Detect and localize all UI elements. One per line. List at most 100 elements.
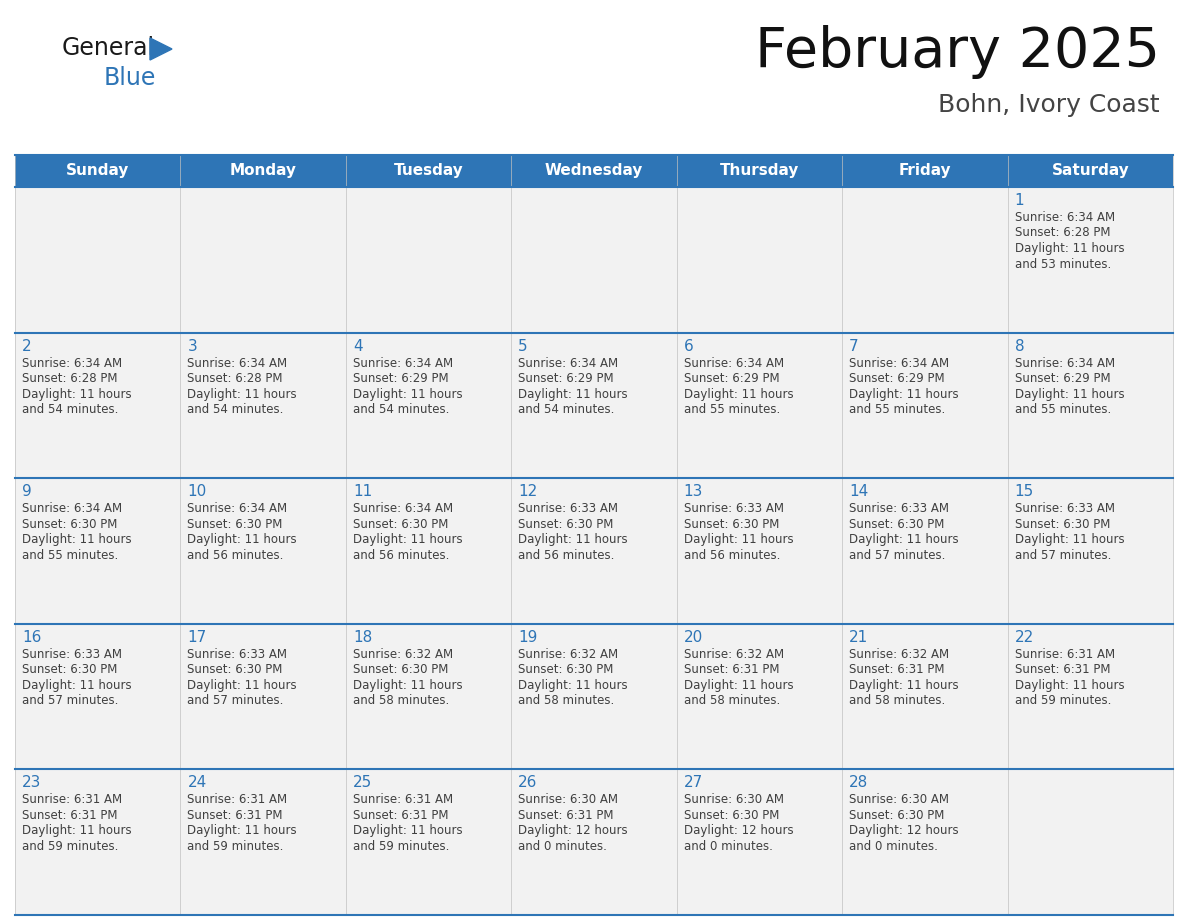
Text: Sunset: 6:30 PM: Sunset: 6:30 PM [849, 518, 944, 531]
Text: Sunset: 6:30 PM: Sunset: 6:30 PM [23, 664, 118, 677]
Text: Sunset: 6:29 PM: Sunset: 6:29 PM [849, 372, 944, 385]
Bar [511, 332, 677, 478]
Text: and 55 minutes.: and 55 minutes. [23, 549, 119, 562]
Text: 8: 8 [1015, 339, 1024, 353]
Text: 10: 10 [188, 484, 207, 499]
Text: 28: 28 [849, 776, 868, 790]
Bar [842, 624, 1007, 769]
Text: 11: 11 [353, 484, 372, 499]
Text: 12: 12 [518, 484, 537, 499]
Text: Daylight: 11 hours: Daylight: 11 hours [518, 533, 628, 546]
Bar [1007, 624, 1173, 769]
Text: 5: 5 [518, 339, 527, 353]
Text: and 59 minutes.: and 59 minutes. [353, 840, 449, 853]
Text: Sunset: 6:28 PM: Sunset: 6:28 PM [1015, 227, 1110, 240]
Text: 21: 21 [849, 630, 868, 644]
Text: Saturday: Saturday [1051, 163, 1129, 178]
Text: Sunset: 6:29 PM: Sunset: 6:29 PM [1015, 372, 1111, 385]
Text: Daylight: 11 hours: Daylight: 11 hours [188, 533, 297, 546]
Text: Sunrise: 6:31 AM: Sunrise: 6:31 AM [188, 793, 287, 806]
Text: and 58 minutes.: and 58 minutes. [518, 694, 614, 707]
Text: 2: 2 [23, 339, 32, 353]
Bar [346, 478, 511, 624]
Text: and 57 minutes.: and 57 minutes. [1015, 549, 1111, 562]
Text: Daylight: 11 hours: Daylight: 11 hours [353, 533, 462, 546]
Text: and 0 minutes.: and 0 minutes. [518, 840, 607, 853]
Bar [15, 478, 181, 624]
Text: Daylight: 11 hours: Daylight: 11 hours [518, 387, 628, 400]
Text: Daylight: 11 hours: Daylight: 11 hours [353, 824, 462, 837]
Text: Sunset: 6:30 PM: Sunset: 6:30 PM [684, 518, 779, 531]
Text: Tuesday: Tuesday [393, 163, 463, 178]
Bar [181, 187, 346, 332]
Text: General: General [62, 36, 156, 60]
Text: and 57 minutes.: and 57 minutes. [188, 694, 284, 707]
Text: Daylight: 11 hours: Daylight: 11 hours [849, 678, 959, 692]
Text: 14: 14 [849, 484, 868, 499]
Text: Sunset: 6:31 PM: Sunset: 6:31 PM [1015, 664, 1110, 677]
Bar [15, 155, 1173, 187]
Text: Sunset: 6:29 PM: Sunset: 6:29 PM [353, 372, 449, 385]
Text: Daylight: 11 hours: Daylight: 11 hours [23, 387, 132, 400]
Text: Sunrise: 6:34 AM: Sunrise: 6:34 AM [684, 356, 784, 370]
Text: 13: 13 [684, 484, 703, 499]
Text: Daylight: 11 hours: Daylight: 11 hours [23, 824, 132, 837]
Text: Sunset: 6:30 PM: Sunset: 6:30 PM [849, 809, 944, 822]
Text: Sunrise: 6:30 AM: Sunrise: 6:30 AM [849, 793, 949, 806]
Text: Sunrise: 6:32 AM: Sunrise: 6:32 AM [684, 648, 784, 661]
Text: and 55 minutes.: and 55 minutes. [684, 403, 781, 416]
Text: Daylight: 11 hours: Daylight: 11 hours [353, 678, 462, 692]
Text: Sunrise: 6:32 AM: Sunrise: 6:32 AM [353, 648, 453, 661]
Bar [677, 624, 842, 769]
Text: Daylight: 11 hours: Daylight: 11 hours [684, 533, 794, 546]
Bar [346, 769, 511, 915]
Text: Sunrise: 6:34 AM: Sunrise: 6:34 AM [188, 502, 287, 515]
Bar [511, 769, 677, 915]
Bar [511, 187, 677, 332]
Text: and 55 minutes.: and 55 minutes. [1015, 403, 1111, 416]
Bar [842, 478, 1007, 624]
Text: Daylight: 11 hours: Daylight: 11 hours [518, 678, 628, 692]
Text: Sunrise: 6:33 AM: Sunrise: 6:33 AM [188, 648, 287, 661]
Text: Sunrise: 6:31 AM: Sunrise: 6:31 AM [1015, 648, 1114, 661]
Text: and 56 minutes.: and 56 minutes. [684, 549, 781, 562]
Text: and 0 minutes.: and 0 minutes. [684, 840, 772, 853]
Bar [1007, 332, 1173, 478]
Text: Sunrise: 6:33 AM: Sunrise: 6:33 AM [1015, 502, 1114, 515]
Text: Sunrise: 6:34 AM: Sunrise: 6:34 AM [23, 502, 122, 515]
Text: and 54 minutes.: and 54 minutes. [23, 403, 119, 416]
Bar [181, 478, 346, 624]
Text: Daylight: 11 hours: Daylight: 11 hours [23, 533, 132, 546]
Bar [346, 187, 511, 332]
Bar [346, 624, 511, 769]
Text: Sunrise: 6:34 AM: Sunrise: 6:34 AM [353, 502, 453, 515]
Text: Daylight: 11 hours: Daylight: 11 hours [684, 387, 794, 400]
Text: and 54 minutes.: and 54 minutes. [353, 403, 449, 416]
Bar [511, 478, 677, 624]
Text: Sunrise: 6:34 AM: Sunrise: 6:34 AM [1015, 211, 1114, 224]
Text: Sunday: Sunday [67, 163, 129, 178]
Text: Daylight: 11 hours: Daylight: 11 hours [188, 387, 297, 400]
Text: 4: 4 [353, 339, 362, 353]
Text: Daylight: 12 hours: Daylight: 12 hours [684, 824, 794, 837]
Text: and 58 minutes.: and 58 minutes. [849, 694, 946, 707]
Text: Daylight: 11 hours: Daylight: 11 hours [1015, 387, 1124, 400]
Bar [1007, 187, 1173, 332]
Text: Sunrise: 6:32 AM: Sunrise: 6:32 AM [518, 648, 619, 661]
Text: 18: 18 [353, 630, 372, 644]
Text: and 58 minutes.: and 58 minutes. [353, 694, 449, 707]
Text: Sunrise: 6:34 AM: Sunrise: 6:34 AM [23, 356, 122, 370]
Text: Sunrise: 6:34 AM: Sunrise: 6:34 AM [849, 356, 949, 370]
Text: 15: 15 [1015, 484, 1034, 499]
Polygon shape [150, 38, 172, 60]
Text: and 59 minutes.: and 59 minutes. [188, 840, 284, 853]
Text: 7: 7 [849, 339, 859, 353]
Text: Wednesday: Wednesday [545, 163, 643, 178]
Bar [842, 769, 1007, 915]
Text: Sunset: 6:31 PM: Sunset: 6:31 PM [188, 809, 283, 822]
Text: Sunset: 6:30 PM: Sunset: 6:30 PM [518, 664, 614, 677]
Text: Sunrise: 6:33 AM: Sunrise: 6:33 AM [849, 502, 949, 515]
Text: Sunset: 6:30 PM: Sunset: 6:30 PM [684, 809, 779, 822]
Bar [677, 332, 842, 478]
Text: Sunset: 6:30 PM: Sunset: 6:30 PM [23, 518, 118, 531]
